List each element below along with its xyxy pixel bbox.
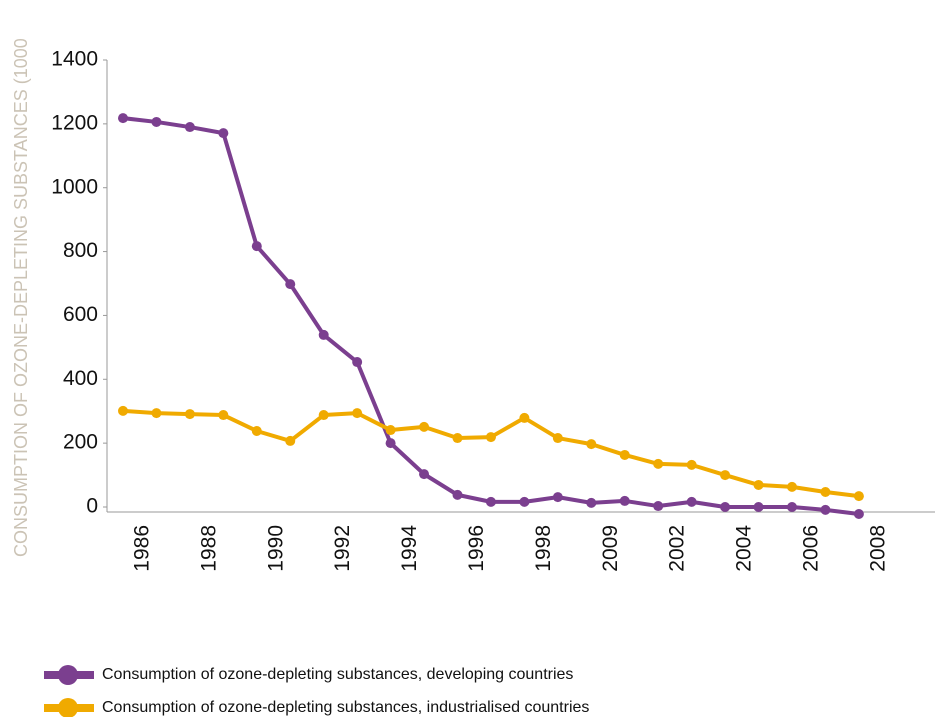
x-tick-label: 2004 bbox=[733, 525, 756, 572]
x-tick-label: 1994 bbox=[398, 525, 421, 572]
data-point bbox=[184, 122, 195, 133]
data-point bbox=[184, 409, 195, 420]
x-tick-label: 1986 bbox=[131, 525, 154, 572]
y-tick-label: 600 bbox=[63, 303, 98, 326]
y-tick-label: 800 bbox=[63, 239, 98, 262]
data-point bbox=[586, 439, 597, 450]
data-point bbox=[251, 241, 262, 252]
data-point bbox=[218, 410, 229, 421]
series-line bbox=[122, 408, 860, 499]
data-point bbox=[419, 421, 430, 432]
x-tick-label: 2006 bbox=[800, 525, 823, 572]
y-tick-label: 1400 bbox=[51, 48, 98, 71]
y-tick-label: 200 bbox=[63, 431, 98, 454]
data-point bbox=[787, 502, 797, 512]
data-point bbox=[653, 501, 664, 512]
legend-marker bbox=[58, 665, 78, 685]
data-point bbox=[820, 486, 831, 497]
data-point bbox=[586, 497, 597, 508]
data-point bbox=[653, 458, 664, 469]
legend-marker bbox=[58, 698, 78, 717]
x-tick-label: 1988 bbox=[197, 525, 220, 572]
data-point bbox=[352, 408, 363, 419]
data-point bbox=[285, 435, 296, 446]
data-point bbox=[352, 357, 363, 368]
data-point bbox=[720, 470, 731, 481]
data-point bbox=[686, 496, 697, 507]
data-point bbox=[251, 426, 262, 437]
data-point bbox=[787, 481, 797, 492]
y-tick-label: 1200 bbox=[51, 111, 98, 134]
data-point bbox=[686, 459, 697, 470]
data-point bbox=[151, 408, 162, 419]
y-tick-label: 1000 bbox=[51, 175, 98, 198]
data-point bbox=[720, 502, 731, 512]
data-point bbox=[285, 279, 296, 290]
data-point bbox=[151, 116, 162, 127]
data-point bbox=[118, 405, 128, 416]
data-point bbox=[753, 479, 764, 490]
data-point bbox=[452, 489, 463, 500]
x-tick-label: 2009 bbox=[599, 525, 622, 572]
x-tick-label: 2002 bbox=[666, 525, 689, 572]
legend-label: Consumption of ozone-depleting substance… bbox=[102, 699, 589, 716]
data-point bbox=[753, 502, 764, 512]
data-point bbox=[218, 128, 229, 139]
x-tick-label: 1998 bbox=[532, 525, 555, 572]
data-point bbox=[619, 495, 630, 506]
data-point bbox=[552, 492, 563, 503]
data-point bbox=[853, 491, 864, 502]
data-point bbox=[118, 113, 128, 124]
legend-label: Consumption of ozone-depleting substance… bbox=[102, 666, 573, 683]
data-point bbox=[452, 433, 463, 444]
y-axis-label: CONSUMPTION OF OZONE-DEPLETING SUBSTANCE… bbox=[11, 38, 31, 557]
data-point bbox=[419, 469, 430, 480]
data-point bbox=[820, 504, 831, 515]
data-point bbox=[519, 412, 530, 423]
data-point bbox=[485, 432, 496, 443]
data-point bbox=[385, 438, 396, 449]
data-point bbox=[552, 433, 563, 444]
data-point bbox=[318, 410, 329, 421]
x-tick-label: 1992 bbox=[331, 525, 354, 572]
x-tick-label: 2008 bbox=[866, 525, 889, 572]
series-line bbox=[122, 116, 860, 517]
data-point bbox=[318, 329, 329, 340]
data-point bbox=[619, 449, 630, 460]
x-tick-label: 1996 bbox=[465, 525, 488, 572]
data-point bbox=[519, 496, 530, 507]
y-tick-label: 0 bbox=[86, 495, 98, 518]
data-point bbox=[853, 509, 864, 520]
data-point bbox=[385, 425, 396, 436]
y-tick-label: 400 bbox=[63, 367, 98, 390]
x-tick-label: 1990 bbox=[264, 525, 287, 572]
data-point bbox=[485, 496, 496, 507]
